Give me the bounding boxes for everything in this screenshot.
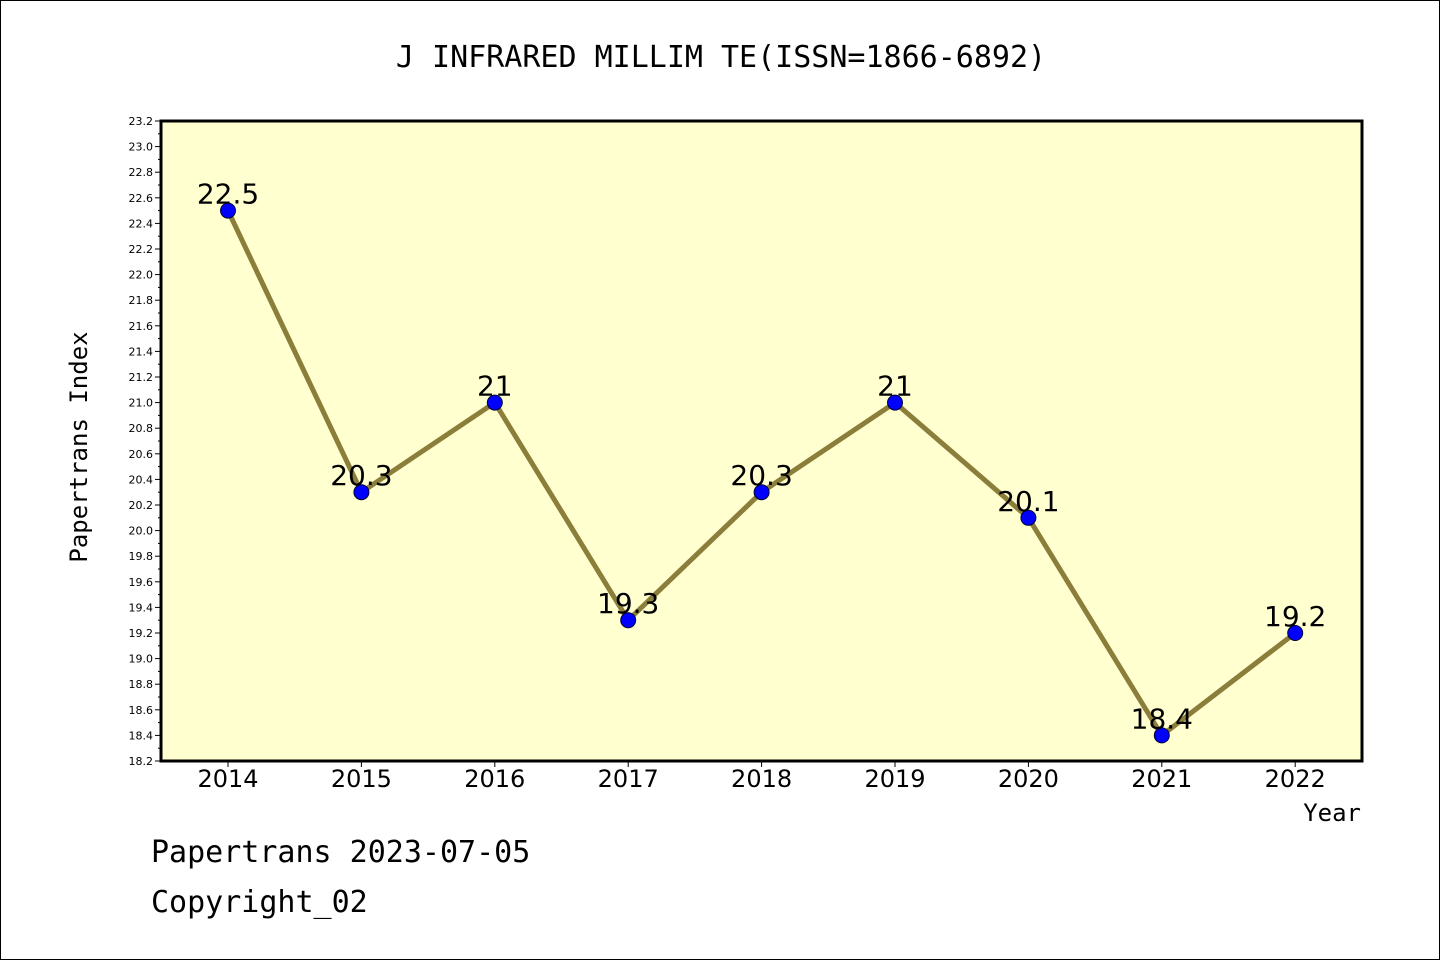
series-layer: 22.5 20.3 21 19.3 20.3 21 20.1 18.4 19.2 (197, 178, 1326, 744)
data-label: 22.5 (197, 178, 259, 211)
x-tick-label: 2022 (1265, 765, 1326, 793)
y-tick-label: 22.4 (129, 217, 154, 230)
x-tick-label: 2019 (864, 765, 925, 793)
plot-area (161, 121, 1362, 761)
data-label: 21 (877, 370, 913, 403)
x-tick-label: 2017 (598, 765, 659, 793)
data-label: 20.3 (330, 459, 392, 492)
y-tick-label: 21.4 (129, 345, 154, 358)
footer-date: Papertrans 2023-07-05 (151, 835, 531, 870)
data-label: 18.4 (1131, 702, 1193, 735)
x-tick-label: 2016 (464, 765, 525, 793)
y-tick-label: 19.2 (129, 627, 154, 640)
y-tick-label: 20.4 (129, 473, 154, 486)
y-axis-label: Papertrans Index (65, 331, 93, 562)
plot-border (159, 119, 1364, 763)
x-tick-label: 2018 (731, 765, 792, 793)
data-point (353, 484, 370, 501)
y-tick-label: 23.2 (129, 115, 154, 128)
data-point (486, 394, 503, 411)
y-tick-label: 22.6 (129, 192, 154, 205)
y-tick-label: 23.0 (129, 141, 154, 154)
y-tick-label: 20.2 (129, 499, 154, 512)
chart-title: J INFRARED MILLIM TE(ISSN=1866-6892) (396, 40, 1046, 75)
y-tick-label: 18.2 (129, 755, 154, 768)
y-tick-label: 19.8 (129, 550, 154, 563)
data-point (1153, 727, 1170, 744)
y-tick-label: 19.6 (129, 576, 154, 589)
data-point (1287, 625, 1304, 641)
y-tick-label: 21.8 (129, 294, 154, 307)
footer-copyright: Copyright_02 (151, 885, 368, 920)
data-label: 20.3 (730, 459, 792, 492)
data-point (620, 612, 637, 629)
y-tick-label: 18.4 (129, 729, 154, 742)
x-tick-label: 2014 (197, 765, 258, 793)
data-point (887, 394, 903, 411)
y-tick-label: 19.0 (129, 653, 154, 666)
y-tick-label: 21.2 (129, 371, 154, 384)
x-axis-ticks: 2014 2015 2016 2017 2018 2019 2020 2021 2022 (197, 761, 1326, 793)
data-point (220, 202, 236, 219)
y-axis-ticks: 18.2 18.4 18.6 18.8 19.0 19.2 19.4 19.6 19.8 20.0… (129, 115, 161, 768)
y-tick-label: 19.4 (129, 601, 154, 614)
y-tick-label: 21.6 (129, 320, 154, 333)
y-tick-label: 18.6 (129, 704, 154, 717)
y-tick-label: 22.0 (129, 269, 154, 282)
y-tick-label: 21.0 (129, 397, 154, 410)
x-tick-label: 2015 (331, 765, 392, 793)
y-tick-label: 22.2 (129, 243, 154, 256)
x-tick-label: 2020 (998, 765, 1059, 793)
data-point (1020, 509, 1037, 526)
data-label: 19.3 (597, 587, 659, 620)
x-axis-label: Year (1303, 799, 1361, 827)
y-tick-label: 20.6 (129, 448, 154, 461)
data-label: 21 (477, 370, 513, 403)
y-tick-label: 18.8 (129, 678, 154, 691)
y-tick-label: 20.8 (129, 422, 154, 435)
y-tick-label: 22.8 (129, 166, 154, 179)
data-label: 20.1 (997, 485, 1059, 518)
x-tick-label: 2021 (1131, 765, 1192, 793)
data-label: 19.2 (1264, 600, 1326, 633)
y-tick-label: 20.0 (129, 525, 154, 538)
data-point (753, 484, 770, 501)
